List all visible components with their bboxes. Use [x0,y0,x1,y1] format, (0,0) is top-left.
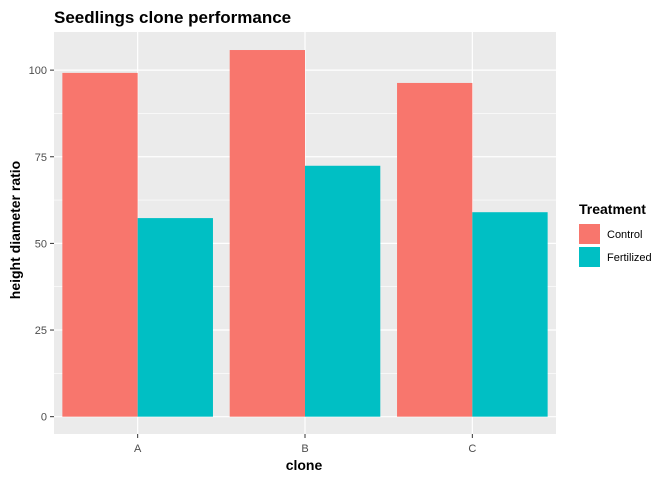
y-tick-label: 50 [35,238,47,250]
y-tick-label: 0 [41,412,47,424]
bars [62,50,548,417]
legend-key-fertilized [579,247,600,267]
x-tick-label: B [301,443,308,455]
x-axis-title: clone [286,457,323,473]
legend-title: Treatment [579,201,646,217]
legend-key-control [579,224,600,244]
bar-control-a [62,72,138,417]
x-tick-label: C [468,443,476,455]
legend-label-control: Control [607,229,642,241]
y-tick-label: 75 [35,152,47,164]
chart-title: Seedlings clone performance [54,8,291,27]
y-axis: 0 25 50 75 100 [29,65,54,424]
legend-label-fertilized: Fertilized [607,252,652,264]
bar-fertilized-c [472,212,548,417]
bar-fertilized-b [305,165,381,417]
bar-control-b [229,50,305,417]
x-tick-label: A [134,443,142,455]
legend: Treatment Control Fertilized [579,201,652,267]
y-axis-title: height diameter ratio [7,161,23,299]
bar-fertilized-a [137,218,213,417]
x-axis: A B C [134,434,476,455]
y-tick-label: 100 [29,65,47,77]
bar-control-c [397,82,473,417]
y-tick-label: 25 [35,325,47,337]
